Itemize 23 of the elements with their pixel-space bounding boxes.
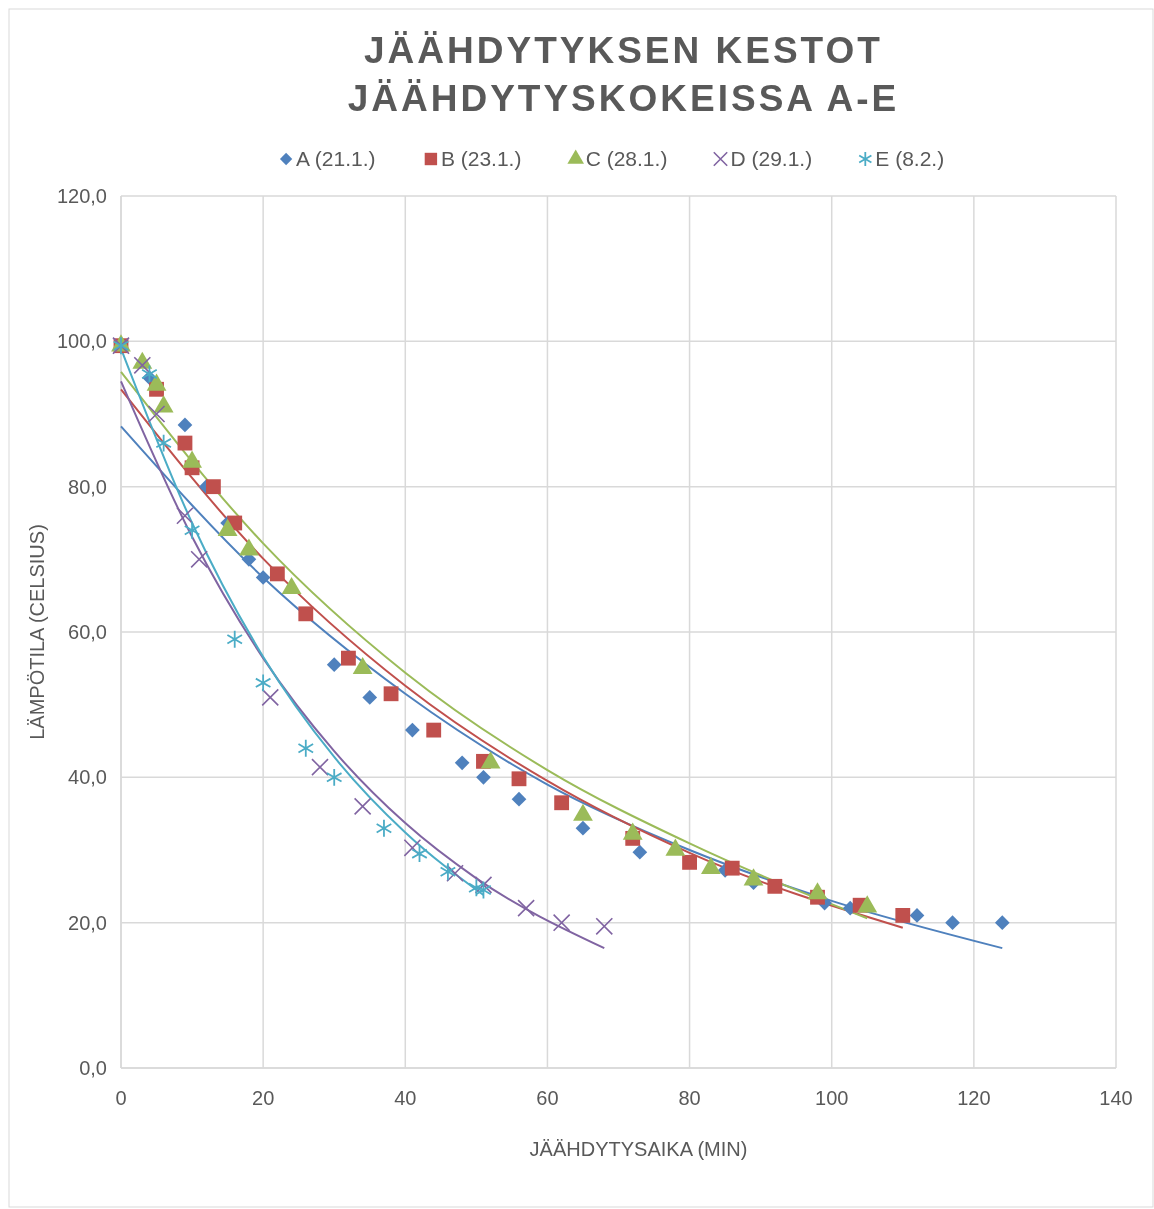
x-tick-label: 100 xyxy=(815,1087,849,1109)
y-tick-label: 120,0 xyxy=(56,185,107,207)
y-tick-label: 0,0 xyxy=(79,1057,107,1079)
y-tick-label: 20,0 xyxy=(68,911,107,934)
y-tick-label: 80,0 xyxy=(68,475,107,498)
legend-label: E (8.2.) xyxy=(875,147,945,170)
legend-label: A (21.1.) xyxy=(296,147,376,170)
x-tick-label: 0 xyxy=(115,1087,127,1109)
legend-label: D (29.1.) xyxy=(730,147,813,170)
y-tick-label: 100,0 xyxy=(56,330,107,353)
x-axis-title: JÄÄHDYTYSAIKA (MIN) xyxy=(529,1138,748,1160)
x-tick-label: 40 xyxy=(394,1087,417,1109)
legend-label: C (28.1.) xyxy=(585,147,668,170)
x-tick-label: 140 xyxy=(1099,1087,1133,1109)
chart-title: JÄÄHDYTYKSEN KESTOT JÄÄHDYTYSKOKEISSA A-E xyxy=(347,30,900,119)
x-tick-label: 60 xyxy=(536,1087,559,1109)
x-tick-label: 120 xyxy=(957,1087,991,1109)
x-tick-label: 20 xyxy=(252,1087,275,1109)
y-tick-label: 60,0 xyxy=(68,621,107,643)
y-tick-label: 40,0 xyxy=(68,766,107,789)
legend-label: B (23.1.) xyxy=(440,147,522,170)
x-tick-label: 80 xyxy=(678,1087,701,1109)
y-axis-title: LÄMPÖTILA (CELSIUS) xyxy=(26,524,48,740)
